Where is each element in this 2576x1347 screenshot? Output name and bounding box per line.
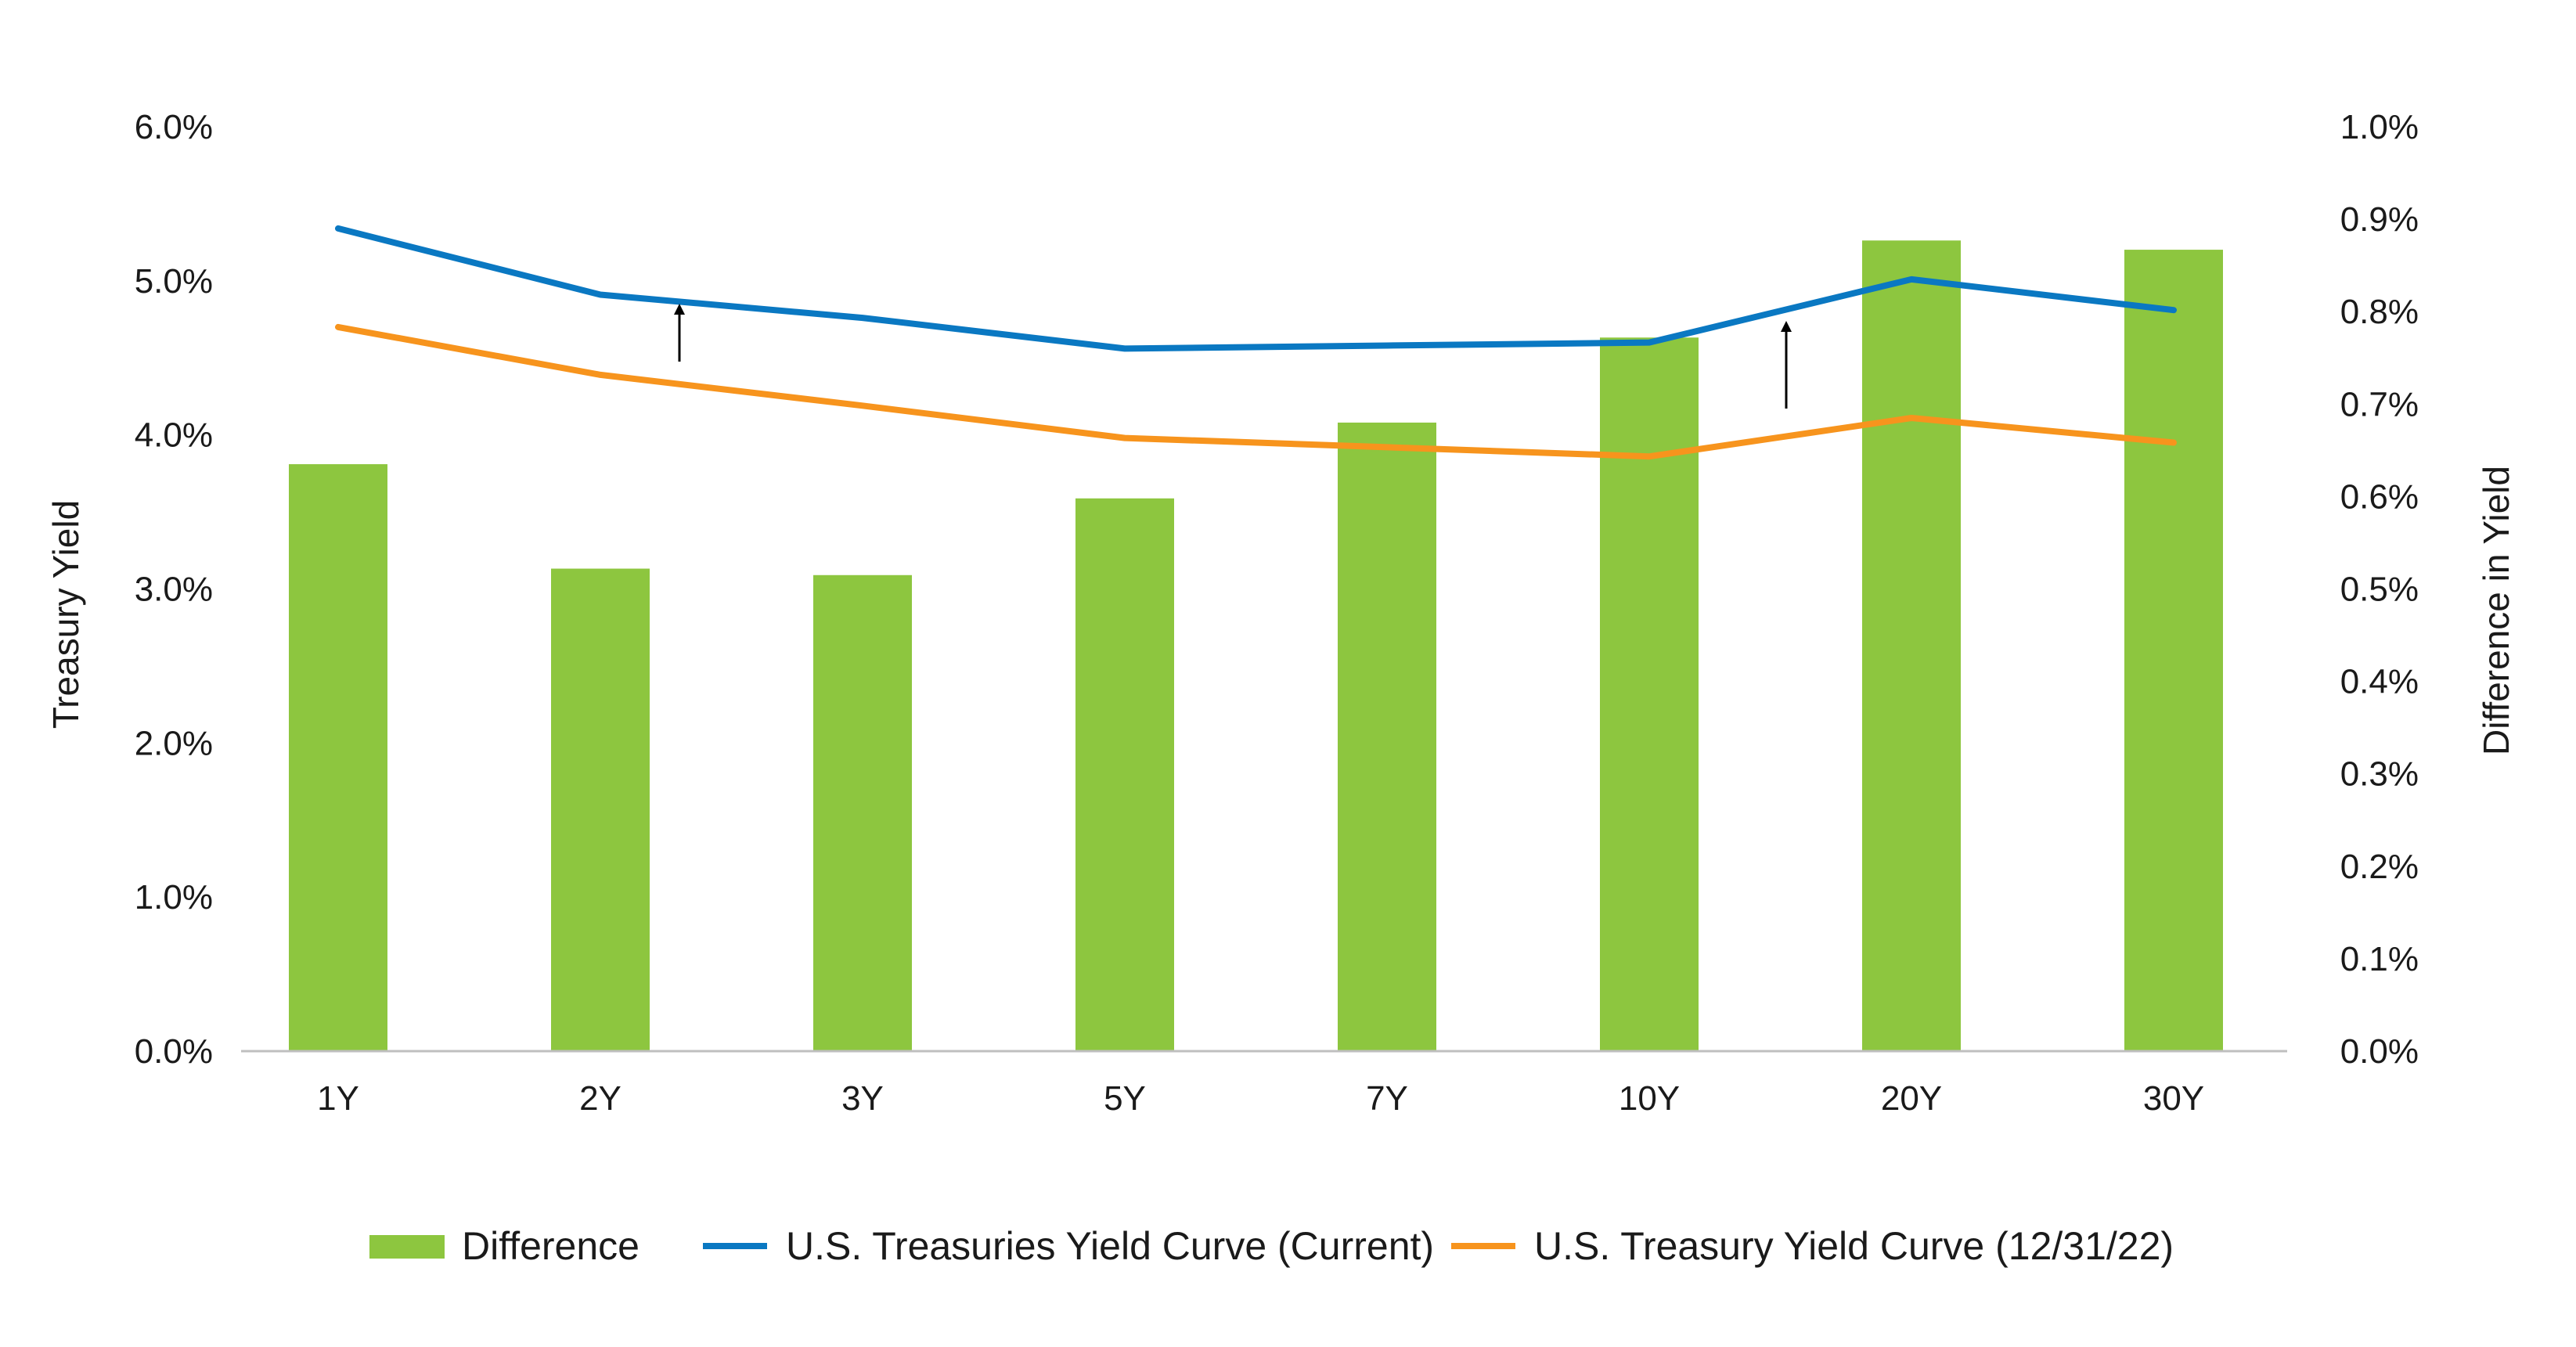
- legend-label: Difference: [462, 1224, 639, 1268]
- line-current-yield-curve: [335, 225, 2177, 352]
- shift-arrows: [674, 304, 1792, 409]
- right-tick-label: 1.0%: [2340, 108, 2419, 146]
- left-tick-label: 0.0%: [135, 1032, 213, 1071]
- bar-20y: [1862, 240, 1961, 1052]
- bar-series-difference: [289, 240, 2223, 1052]
- bar-3y: [813, 574, 912, 1051]
- right-tick-label: 0.2%: [2340, 848, 2419, 886]
- x-tick-label: 1Y: [317, 1079, 359, 1118]
- bar-1y: [289, 464, 387, 1051]
- right-tick-label: 0.1%: [2340, 940, 2419, 978]
- shift-arrow-2y-head: [674, 304, 685, 315]
- right-tick-label: 0.3%: [2340, 755, 2419, 794]
- x-tick-label: 20Y: [1881, 1079, 1942, 1118]
- bar-30y: [2124, 250, 2223, 1051]
- bar-5y: [1075, 498, 1174, 1051]
- left-tick-label: 3.0%: [135, 571, 213, 609]
- shift-arrow-10y-20y-head: [1781, 321, 1792, 332]
- x-tick-label: 7Y: [1366, 1079, 1408, 1118]
- legend-label: U.S. Treasury Yield Curve (12/31/22): [1534, 1224, 2174, 1268]
- right-tick-label: 0.6%: [2340, 477, 2419, 516]
- bar-2y: [551, 568, 650, 1051]
- left-axis-ticks: 0.0% 1.0% 2.0% 3.0% 4.0% 5.0% 6.0%: [135, 108, 213, 1071]
- right-tick-label: 0.8%: [2340, 293, 2419, 331]
- left-tick-label: 6.0%: [135, 108, 213, 146]
- left-tick-label: 5.0%: [135, 262, 213, 301]
- right-tick-label: 0.0%: [2340, 1032, 2419, 1071]
- right-tick-label: 0.4%: [2340, 663, 2419, 701]
- line-12-31-22-yield-curve: [335, 323, 2177, 460]
- bar-10y: [1600, 337, 1699, 1051]
- legend: Difference U.S. Treasuries Yield Curve (C…: [369, 1224, 2174, 1268]
- right-tick-label: 0.7%: [2340, 385, 2419, 423]
- x-tick-label: 2Y: [579, 1079, 621, 1118]
- right-axis-title: Difference in Yield: [2476, 466, 2517, 755]
- right-tick-label: 0.9%: [2340, 200, 2419, 239]
- legend-swatch-difference: [369, 1235, 445, 1259]
- left-tick-label: 4.0%: [135, 416, 213, 455]
- bar-7y: [1338, 422, 1436, 1051]
- right-axis-ticks: 0.0% 0.1% 0.2% 0.3% 0.4% 0.5% 0.6% 0.7% 0.8% 0.9%…: [2340, 108, 2419, 1071]
- left-tick-label: 2.0%: [135, 724, 213, 762]
- x-tick-label: 5Y: [1104, 1079, 1146, 1118]
- left-axis-title: Treasury Yield: [45, 500, 86, 729]
- legend-label: U.S. Treasuries Yield Curve (Current): [786, 1224, 1434, 1268]
- x-tick-label: 30Y: [2143, 1079, 2204, 1118]
- x-tick-label: 3Y: [841, 1079, 884, 1118]
- left-tick-label: 1.0%: [135, 878, 213, 917]
- x-tick-label: 10Y: [1619, 1079, 1680, 1118]
- line-series-group: [335, 225, 2177, 460]
- x-axis-ticks: 1Y 2Y 3Y 5Y 7Y 10Y 20Y 30Y: [317, 1079, 2204, 1118]
- right-tick-label: 0.5%: [2340, 571, 2419, 609]
